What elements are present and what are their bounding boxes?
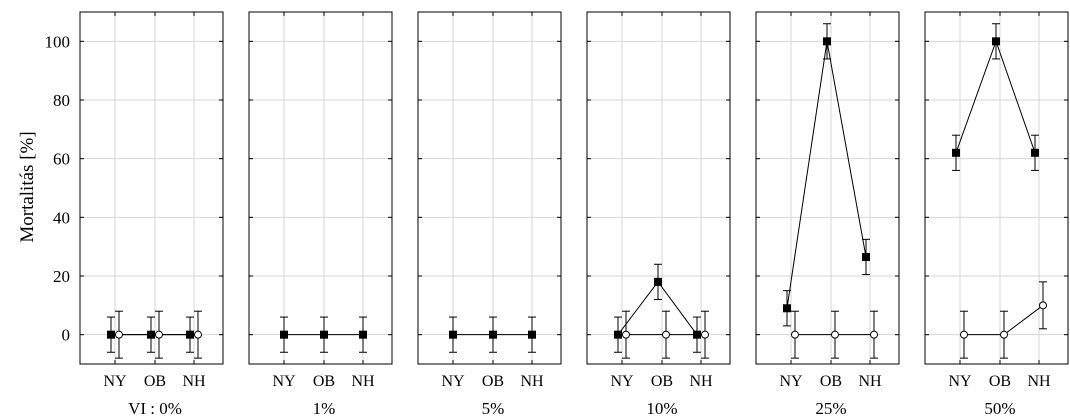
facet-label: 50%: [984, 399, 1015, 418]
panel-4: NY OB NH 10%: [586, 11, 731, 418]
series-open-circle: [791, 310, 878, 359]
series-line: [786, 41, 867, 309]
x-tick-label-nh: NH: [689, 373, 713, 390]
data-point-circle: [831, 330, 839, 339]
data-point-square: [320, 330, 328, 339]
x-tick-label-ny: NY: [610, 373, 634, 390]
data-point-circle: [870, 330, 878, 339]
data-point-circle: [662, 330, 670, 339]
x-tick-label-ob: OB: [989, 373, 1011, 390]
x-tick-label-nh: NH: [182, 373, 206, 390]
series-filled-square: [614, 263, 701, 353]
data-point-circle: [960, 330, 968, 339]
x-tick-label-ny: NY: [272, 373, 296, 390]
data-point-square: [952, 148, 960, 157]
x-tick-label-ob: OB: [144, 373, 166, 390]
series-open-circle: [115, 310, 202, 359]
facet-label: 5%: [482, 399, 505, 418]
y-tick-label-60: 60: [53, 150, 70, 169]
panel-frame: [248, 11, 393, 365]
data-point-circle: [1000, 330, 1008, 339]
panel-frame: [924, 11, 1069, 365]
x-tick-label-ob: OB: [313, 373, 335, 390]
series-filled-square: [952, 23, 1039, 171]
x-tick-label-ny: NY: [779, 373, 803, 390]
y-tick-label-20: 20: [53, 267, 70, 286]
data-point-circle: [115, 330, 123, 339]
series-open-circle: [960, 281, 1047, 359]
data-point-square: [449, 330, 457, 339]
panel-frame: [755, 11, 900, 365]
y-tick-label-40: 40: [53, 208, 70, 227]
data-point-circle: [155, 330, 163, 339]
x-tick-label-ny: NY: [948, 373, 972, 390]
data-point-square: [1031, 148, 1039, 157]
data-point-circle: [701, 330, 709, 339]
facet-label: VI : 0%: [128, 399, 182, 418]
data-point-square: [614, 330, 622, 339]
panel-frame: [586, 11, 731, 365]
data-point-square: [359, 330, 367, 339]
x-tick-label-nh: NH: [1027, 373, 1051, 390]
x-tick-label-ny: NY: [103, 373, 127, 390]
data-point-circle: [194, 330, 202, 339]
data-point-square: [107, 330, 115, 339]
panel-frame: [417, 11, 562, 365]
series-filled-square: [783, 23, 870, 327]
data-point-square: [654, 277, 662, 286]
panel-5: NY OB NH 25%: [755, 11, 900, 418]
x-tick-label-ny: NY: [441, 373, 465, 390]
y-tick-label-80: 80: [53, 91, 70, 110]
panel-3: NY OB NH 5%: [417, 11, 562, 418]
x-tick-label-ob: OB: [820, 373, 842, 390]
series-filled-square: [280, 316, 367, 353]
y-tick-label-100: 100: [45, 32, 71, 51]
data-point-square: [992, 37, 1000, 46]
x-tick-label-ob: OB: [651, 373, 673, 390]
panel-6: NY OB NH 50%: [924, 11, 1069, 418]
data-point-square: [280, 330, 288, 339]
x-tick-label-nh: NH: [351, 373, 375, 390]
x-tick-label-nh: NH: [858, 373, 882, 390]
data-point-circle: [622, 330, 630, 339]
panel-frame: [79, 11, 224, 365]
data-point-square: [823, 37, 831, 46]
series-open-circle: [622, 310, 709, 359]
data-point-square: [489, 330, 497, 339]
facet-label: 25%: [815, 399, 846, 418]
data-point-square: [783, 304, 791, 313]
facet-label: 1%: [313, 399, 336, 418]
data-point-square: [862, 252, 870, 261]
x-tick-label-ob: OB: [482, 373, 504, 390]
y-tick-label-0: 0: [62, 326, 71, 345]
panel-2: NY OB NH 1%: [248, 11, 393, 418]
facet-label: 10%: [646, 399, 677, 418]
data-point-square: [528, 330, 536, 339]
y-axis-label: Mortalitás [%]: [17, 131, 38, 242]
data-point-circle: [1039, 301, 1047, 310]
x-tick-label-nh: NH: [520, 373, 544, 390]
data-point-circle: [791, 330, 799, 339]
series-filled-square: [449, 316, 536, 353]
